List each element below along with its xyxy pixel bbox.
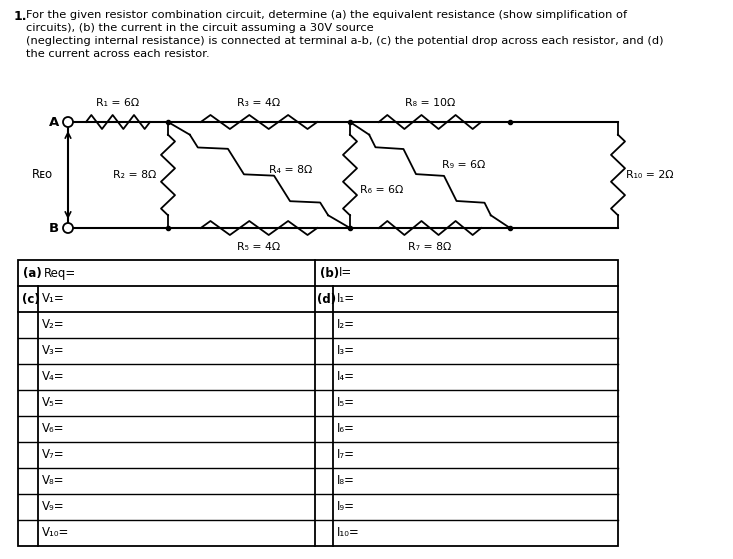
Text: I₃=: I₃= bbox=[337, 344, 355, 358]
Text: circuits), (b) the current in the circuit assuming a 30V source: circuits), (b) the current in the circui… bbox=[26, 23, 374, 33]
Circle shape bbox=[63, 117, 73, 127]
Text: R₁ = 6Ω: R₁ = 6Ω bbox=[97, 98, 139, 108]
Bar bbox=[18, 260, 618, 546]
Text: I₂=: I₂= bbox=[337, 319, 355, 331]
Text: R₈ = 10Ω: R₈ = 10Ω bbox=[405, 98, 455, 108]
Text: V₆=: V₆= bbox=[42, 423, 65, 435]
Text: V₂=: V₂= bbox=[42, 319, 65, 331]
Text: V₁₀=: V₁₀= bbox=[42, 527, 70, 539]
Text: (d): (d) bbox=[317, 292, 336, 306]
Text: R₅ = 4Ω: R₅ = 4Ω bbox=[237, 242, 281, 252]
Text: Req=: Req= bbox=[44, 267, 76, 280]
Text: 1.: 1. bbox=[14, 10, 28, 23]
Text: R₂ = 8Ω: R₂ = 8Ω bbox=[113, 170, 156, 180]
Text: I₅=: I₅= bbox=[337, 396, 355, 410]
Text: I₉=: I₉= bbox=[337, 500, 355, 514]
Text: For the given resistor combination circuit, determine (a) the equivalent resista: For the given resistor combination circu… bbox=[26, 10, 627, 20]
Text: I₄=: I₄= bbox=[337, 371, 355, 383]
Text: A: A bbox=[49, 116, 59, 129]
Text: V₄=: V₄= bbox=[42, 371, 65, 383]
Text: B: B bbox=[49, 221, 59, 234]
Text: V₃=: V₃= bbox=[42, 344, 65, 358]
Text: V₁=: V₁= bbox=[42, 292, 65, 306]
Text: (a): (a) bbox=[23, 267, 42, 280]
Text: R₇ = 8Ω: R₇ = 8Ω bbox=[408, 242, 452, 252]
Text: I₁=: I₁= bbox=[337, 292, 355, 306]
Text: I₈=: I₈= bbox=[337, 475, 355, 487]
Text: (c): (c) bbox=[22, 292, 40, 306]
Text: R₆ = 6Ω: R₆ = 6Ω bbox=[360, 185, 403, 195]
Text: I=: I= bbox=[339, 267, 353, 280]
Text: I₆=: I₆= bbox=[337, 423, 355, 435]
Text: R₄ = 8Ω: R₄ = 8Ω bbox=[269, 165, 312, 175]
Text: V₇=: V₇= bbox=[42, 448, 65, 462]
Circle shape bbox=[63, 223, 73, 233]
Text: (b): (b) bbox=[320, 267, 339, 280]
Text: V₅=: V₅= bbox=[42, 396, 65, 410]
Text: Rᴇᴏ: Rᴇᴏ bbox=[32, 168, 53, 182]
Text: the current across each resistor.: the current across each resistor. bbox=[26, 49, 210, 59]
Text: V₈=: V₈= bbox=[42, 475, 65, 487]
Text: R₁₀ = 2Ω: R₁₀ = 2Ω bbox=[626, 170, 674, 180]
Text: R₃ = 4Ω: R₃ = 4Ω bbox=[237, 98, 281, 108]
Text: I₁₀=: I₁₀= bbox=[337, 527, 360, 539]
Text: R₉ = 6Ω: R₉ = 6Ω bbox=[442, 160, 485, 170]
Text: V₉=: V₉= bbox=[42, 500, 65, 514]
Text: (neglecting internal resistance) is connected at terminal a-b, (c) the potential: (neglecting internal resistance) is conn… bbox=[26, 36, 663, 46]
Text: I₇=: I₇= bbox=[337, 448, 355, 462]
